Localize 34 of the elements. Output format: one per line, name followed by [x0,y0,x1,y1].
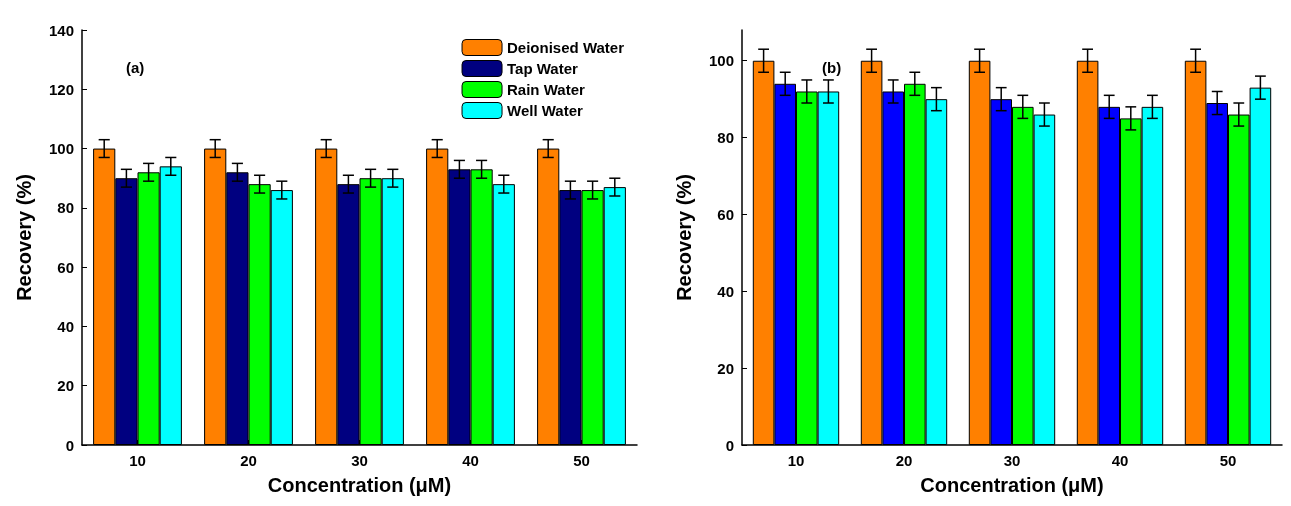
y-tick-label: 80 [717,129,734,147]
y-tick-label: 40 [717,282,734,300]
y-tick-label: 140 [48,21,74,39]
y-tick-label: 120 [48,80,74,98]
y-tick-label: 20 [57,377,74,395]
legend-label: Deionised Water [507,39,625,56]
x-tick-label: 40 [462,452,479,469]
x-tick-label: 20 [895,452,913,469]
x-tick-label: 50 [573,452,590,469]
x-tick-label: 10 [787,452,805,469]
x-tick-label: 30 [351,452,368,469]
y-axis-title: Recovery (%) [13,174,35,301]
y-tick-label: 0 [725,436,734,454]
legend-label: Tap Water [507,60,579,77]
x-tick-label: 20 [240,452,257,469]
x-tick-label: 40 [1111,452,1129,469]
annotation: (b) [822,59,842,76]
y-tick-label: 100 [48,140,74,158]
y-tick-label: 40 [57,317,74,335]
x-axis-title: Concentration (μM) [920,474,1104,496]
y-tick-label: 20 [717,359,734,377]
legend-label: Rain Water [507,81,585,98]
annotation: (a) [126,59,145,76]
x-tick-label: 10 [129,452,146,469]
x-axis-title: Concentration (μM) [267,474,452,496]
y-tick-label: 100 [708,52,734,70]
legend-label: Well Water [507,102,584,119]
y-axis-title: Recovery (%) [673,174,695,301]
y-tick-label: 60 [57,258,74,276]
y-tick-label: 0 [65,436,74,454]
x-tick-label: 50 [1219,452,1237,469]
x-tick-label: 30 [1003,452,1021,469]
y-tick-label: 60 [717,205,734,223]
y-tick-label: 80 [57,199,74,217]
